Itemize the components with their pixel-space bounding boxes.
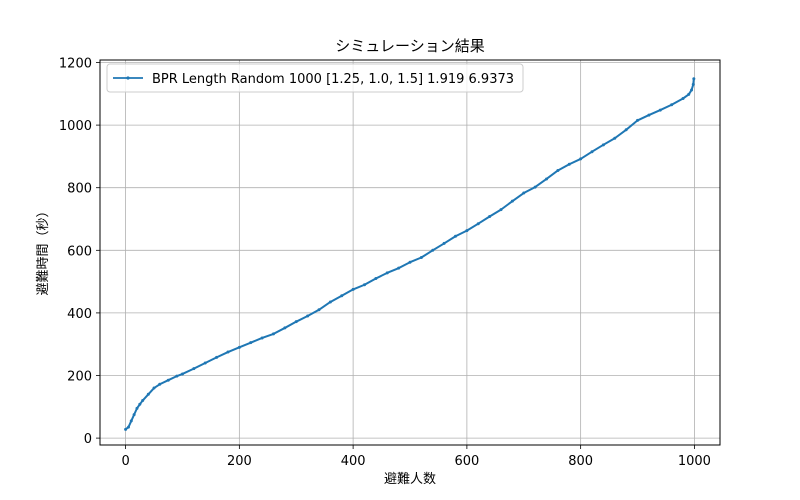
data-point <box>579 157 583 161</box>
data-point <box>658 108 662 112</box>
data-point <box>692 77 696 81</box>
data-point <box>601 143 605 147</box>
data-point <box>152 386 156 390</box>
data-point <box>328 300 332 304</box>
y-tick-label: 0 <box>84 432 92 447</box>
data-point <box>533 185 537 189</box>
y-tick-label: 1200 <box>59 57 92 72</box>
data-point <box>397 266 401 270</box>
y-tick-label: 600 <box>67 244 92 259</box>
data-point <box>132 413 136 417</box>
y-tick-label: 800 <box>67 182 92 197</box>
data-point <box>687 92 691 96</box>
x-tick-label: 600 <box>454 454 479 469</box>
data-point <box>146 392 150 396</box>
data-point <box>138 402 142 406</box>
x-tick-label: 800 <box>568 454 593 469</box>
chart-title: シミュレーション結果 <box>335 37 484 55</box>
data-point <box>166 378 170 382</box>
data-point <box>126 425 130 429</box>
data-point <box>522 191 526 195</box>
y-tick-label: 1000 <box>59 119 92 134</box>
data-point <box>691 82 695 86</box>
legend: BPR Length Random 1000 [1.25, 1.0, 1.5] … <box>106 63 524 93</box>
data-point <box>317 308 321 312</box>
data-point <box>226 350 230 354</box>
data-point <box>237 345 241 349</box>
data-point <box>488 215 492 219</box>
plot-area-frame <box>99 59 721 446</box>
data-point <box>442 241 446 245</box>
x-tick-label: 0 <box>121 454 129 469</box>
data-point <box>249 341 253 345</box>
x-tick-label: 400 <box>341 454 366 469</box>
data-point <box>681 97 685 100</box>
legend-label: BPR Length Random 1000 [1.25, 1.0, 1.5] … <box>152 72 514 87</box>
data-point <box>124 427 128 431</box>
data-point <box>510 199 514 203</box>
legend-box <box>106 63 524 93</box>
data-point <box>385 271 389 275</box>
data-point <box>351 287 355 291</box>
data-point <box>431 248 435 252</box>
data-point <box>135 406 139 410</box>
data-point <box>374 276 378 280</box>
data-point <box>362 283 366 287</box>
data-point <box>690 88 694 92</box>
series-line-0 <box>124 77 695 431</box>
data-point <box>340 294 344 298</box>
x-tick-label: 1000 <box>678 454 711 469</box>
data-point <box>141 399 145 403</box>
legend-marker-swatch <box>126 76 130 80</box>
data-point <box>556 168 560 172</box>
data-point <box>271 332 275 336</box>
data-point <box>408 260 412 264</box>
data-point <box>260 336 264 340</box>
data-point <box>465 229 469 233</box>
data-point <box>476 222 480 226</box>
x-tick-label: 200 <box>227 454 252 469</box>
data-point <box>192 367 196 371</box>
data-point <box>129 419 133 423</box>
data-point <box>670 103 674 107</box>
data-point <box>567 162 571 166</box>
data-point <box>545 177 549 181</box>
data-point <box>590 150 594 154</box>
series-layer <box>124 77 696 431</box>
y-tick-label: 200 <box>67 370 92 385</box>
data-point <box>283 326 287 330</box>
y-tick-label: 400 <box>67 307 92 322</box>
data-point <box>158 382 162 386</box>
data-point <box>175 374 179 378</box>
data-point <box>203 361 207 365</box>
y-axis-ticks: 0 200 400 600 800 1000 1200 <box>59 57 100 447</box>
x-axis-title: 避難人数 <box>384 472 436 487</box>
data-point <box>647 113 651 117</box>
data-point <box>499 208 503 212</box>
grid <box>100 60 720 445</box>
data-point <box>636 118 640 122</box>
data-point <box>454 234 458 238</box>
data-point <box>624 128 628 132</box>
data-point <box>419 256 423 260</box>
data-point <box>215 355 219 359</box>
data-point <box>306 314 310 318</box>
data-point <box>180 372 184 376</box>
y-axis-title: 避難時間（秒） <box>36 204 51 295</box>
data-point <box>613 136 617 140</box>
data-point <box>294 320 298 324</box>
x-axis-ticks: 0 200 400 600 800 1000 <box>121 445 711 469</box>
